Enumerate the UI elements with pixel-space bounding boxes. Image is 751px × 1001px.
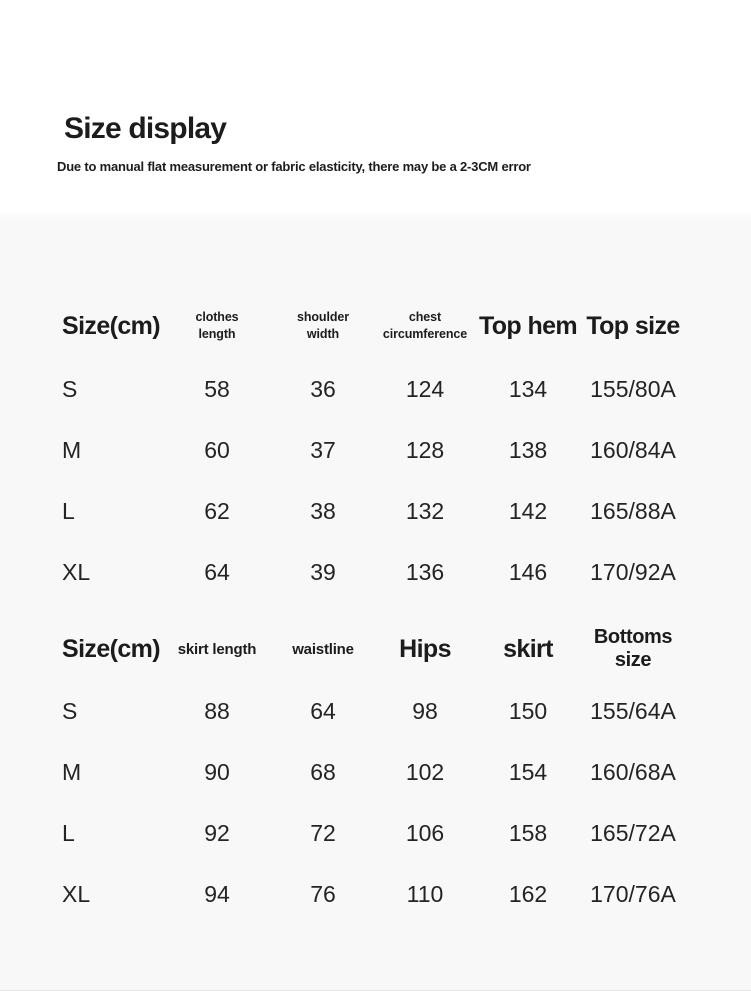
size-label: XL (62, 881, 91, 907)
size-section: Size(cm) clothes length shoulder width c… (0, 213, 751, 990)
skirt-length-value: 94 (204, 881, 230, 907)
skirt-value: 158 (508, 820, 548, 846)
col-header-shoulder-width: shoulder width (297, 310, 349, 341)
page-header: Size display Due to manual flat measurem… (0, 0, 751, 213)
size-label: M (62, 437, 82, 463)
table-row: S 58 36 124 134 155/80A (0, 359, 751, 420)
size-label: L (62, 820, 75, 846)
size-label: S (62, 376, 78, 402)
top-size-value: 165/88A (590, 498, 676, 524)
size-label: XL (62, 559, 91, 585)
bottom-divider (0, 990, 751, 1001)
col-header-bottoms-size: Bottoms size (593, 626, 673, 671)
size-label: M (62, 759, 82, 785)
bottoms-size-value: 170/76A (590, 881, 676, 907)
col-header-size-cm: Size(cm) (62, 634, 161, 663)
shoulder-width-value: 37 (310, 437, 336, 463)
bottoms-size-value: 165/72A (590, 820, 676, 846)
col-header-top-size: Top size (586, 311, 680, 340)
table-row: S 88 64 98 150 155/64A (0, 681, 751, 742)
top-table-header-row: Size(cm) clothes length shoulder width c… (0, 293, 751, 359)
skirt-length-value: 92 (204, 820, 230, 846)
page-title: Size display (64, 112, 227, 145)
col-header-waistline: waistline (292, 640, 354, 658)
clothes-length-value: 58 (204, 376, 230, 402)
shoulder-width-value: 39 (310, 559, 336, 585)
table-row: M 90 68 102 154 160/68A (0, 742, 751, 803)
skirt-value: 150 (508, 698, 548, 724)
chest-circumference-value: 136 (405, 559, 445, 585)
hips-value: 98 (412, 698, 438, 724)
waistline-value: 68 (310, 759, 336, 785)
top-hem-value: 134 (508, 376, 548, 402)
col-header-clothes-length: clothes length (195, 310, 239, 341)
skirt-value: 154 (508, 759, 548, 785)
waistline-value: 76 (310, 881, 336, 907)
top-size-value: 170/92A (590, 559, 676, 585)
table-row: XL 64 39 136 146 170/92A (0, 542, 751, 603)
bottoms-size-value: 155/64A (590, 698, 676, 724)
bottoms-size-value: 160/68A (590, 759, 676, 785)
chest-circumference-value: 124 (405, 376, 445, 402)
top-hem-value: 142 (508, 498, 548, 524)
table-row: L 62 38 132 142 165/88A (0, 481, 751, 542)
bottom-size-table: Size(cm) skirt length waistline Hips ski… (0, 617, 751, 925)
shoulder-width-value: 36 (310, 376, 336, 402)
skirt-value: 162 (508, 881, 548, 907)
col-header-chest-circumference: chest circumference (382, 310, 468, 341)
page-subtitle: Due to manual flat measurement or fabric… (57, 159, 531, 174)
waistline-value: 72 (310, 820, 336, 846)
skirt-length-value: 90 (204, 759, 230, 785)
clothes-length-value: 60 (204, 437, 230, 463)
col-header-top-hem: Top hem (478, 311, 578, 340)
col-header-hips: Hips (399, 634, 451, 663)
top-size-table: Size(cm) clothes length shoulder width c… (0, 293, 751, 603)
skirt-length-value: 88 (204, 698, 230, 724)
shoulder-width-value: 38 (310, 498, 336, 524)
table-row: M 60 37 128 138 160/84A (0, 420, 751, 481)
top-hem-value: 146 (508, 559, 548, 585)
size-label: S (62, 698, 78, 724)
clothes-length-value: 62 (204, 498, 230, 524)
size-label: L (62, 498, 75, 524)
hips-value: 102 (405, 759, 445, 785)
chest-circumference-value: 128 (405, 437, 445, 463)
top-hem-value: 138 (508, 437, 548, 463)
hips-value: 106 (405, 820, 445, 846)
waistline-value: 64 (310, 698, 336, 724)
table-row: XL 94 76 110 162 170/76A (0, 864, 751, 925)
bottom-table-header-row: Size(cm) skirt length waistline Hips ski… (0, 617, 751, 681)
col-header-skirt-length: skirt length (177, 640, 257, 658)
col-header-skirt: skirt (503, 634, 553, 663)
col-header-size-cm: Size(cm) (62, 311, 161, 340)
chest-circumference-value: 132 (405, 498, 445, 524)
top-size-value: 155/80A (590, 376, 676, 402)
clothes-length-value: 64 (204, 559, 230, 585)
hips-value: 110 (406, 881, 444, 907)
table-row: L 92 72 106 158 165/72A (0, 803, 751, 864)
top-size-value: 160/84A (590, 437, 676, 463)
